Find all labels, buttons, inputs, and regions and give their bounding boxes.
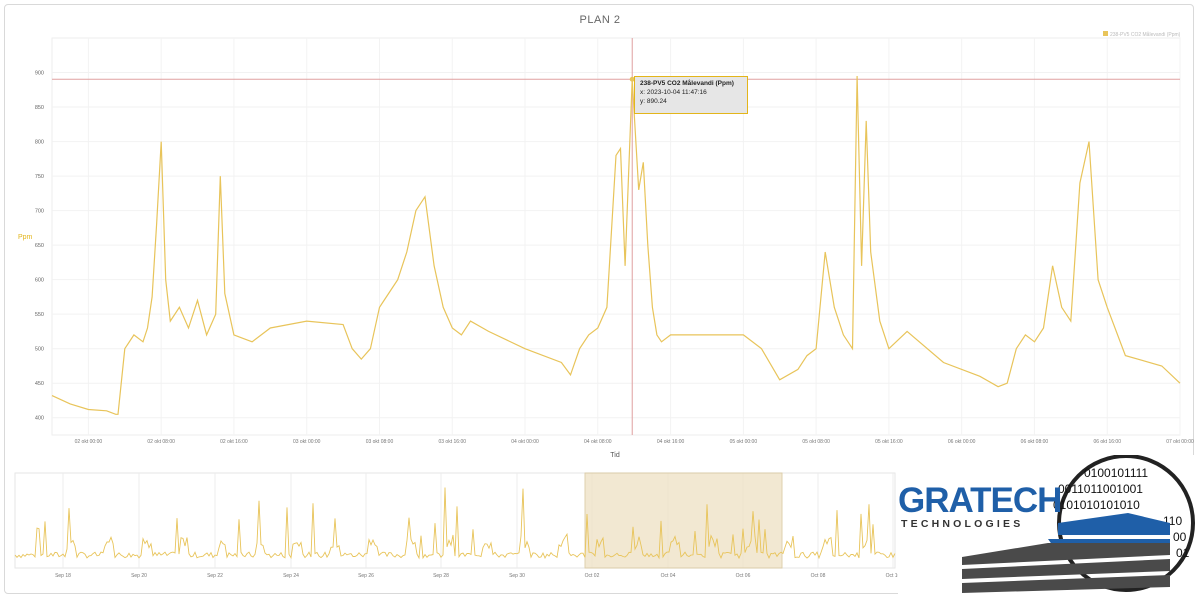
- tooltip: 238-PV5 CO2 Målevandi (Ppm) x: 2023-10-0…: [634, 76, 748, 114]
- svg-text:0011011001001: 0011011001001: [1058, 482, 1143, 496]
- x-axis-label: Tid: [610, 452, 620, 459]
- logo-word: GRATECH: [898, 481, 1062, 520]
- x-tick-label: 02 okt 00:00: [75, 439, 103, 445]
- x-tick-label: 06 okt 00:00: [948, 439, 976, 445]
- y-axis-label: Ppm: [18, 234, 33, 241]
- x-tick-label: 06 okt 08:00: [1021, 439, 1049, 445]
- tooltip-series: 238-PV5 CO2 Målevandi (Ppm): [640, 80, 734, 87]
- y-tick-label: 450: [35, 381, 44, 387]
- chart-title: PLAN 2: [579, 14, 621, 26]
- x-tick-label: 05 okt 00:00: [730, 439, 758, 445]
- navigator-chart[interactable]: Sep 18 Sep 20 Sep 22 Sep 24 Sep 26 Sep 28 Sep …: [0, 470, 1200, 600]
- navigator-tick-label: Oct 08: [811, 573, 826, 579]
- x-tick-label: 02 okt 16:00: [220, 439, 248, 445]
- crosshair-point: [629, 76, 635, 82]
- x-tick-label: 05 okt 16:00: [875, 439, 903, 445]
- y-tick-label: 900: [35, 71, 44, 77]
- tooltip-y: y: 890.24: [640, 97, 667, 105]
- x-tick-label: 07 okt 00:00: [1166, 439, 1194, 445]
- plot-area: [51, 37, 1181, 436]
- navigator-tick-label: Sep 22: [207, 573, 223, 579]
- legend-entry: 238-PV5 CO2 Målevandi (Ppm): [1110, 31, 1181, 38]
- x-tick-label: 04 okt 16:00: [657, 439, 685, 445]
- svg-text:00: 00: [1173, 530, 1187, 544]
- x-tick-label: 05 okt 08:00: [802, 439, 830, 445]
- x-tick-label: 03 okt 16:00: [438, 439, 466, 445]
- svg-text:0101010101010: 0101010101010: [1053, 498, 1140, 512]
- x-tick-label: 02 okt 08:00: [147, 439, 175, 445]
- y-tick-label: 700: [35, 209, 44, 215]
- tooltip-x: x: 2023-10-04 11:47:16: [640, 88, 707, 96]
- navigator-tick-label: Oct 06: [736, 573, 751, 579]
- y-tick-label: 550: [35, 312, 44, 318]
- x-tick-label: 04 okt 08:00: [584, 439, 612, 445]
- navigator-tick-label: Sep 24: [283, 573, 299, 579]
- svg-text:01: 01: [1176, 546, 1190, 560]
- x-tick-label: 04 okt 00:00: [511, 439, 539, 445]
- gratech-logo: 0100101111 0011011001001 0101010101010 1…: [898, 455, 1200, 600]
- navigator-tick-label: Sep 18: [55, 573, 71, 579]
- legend-swatch: [1103, 31, 1108, 36]
- y-tick-label: 650: [35, 243, 44, 249]
- navigator-line: [14, 487, 896, 560]
- y-tick-label: 750: [35, 174, 44, 180]
- navigator-tick-label: Sep 20: [131, 573, 147, 579]
- y-tick-label: 600: [35, 278, 44, 284]
- chart-frame: [4, 4, 1194, 594]
- navigator-tick-label: Oct 02: [585, 573, 600, 579]
- navigator-tick-label: Sep 26: [358, 573, 374, 579]
- x-tick-label: 03 okt 08:00: [366, 439, 394, 445]
- legend[interactable]: 238-PV5 CO2 Målevandi (Ppm): [1103, 31, 1181, 38]
- x-tick-label: 03 okt 00:00: [293, 439, 321, 445]
- logo-graphic: 0100101111 0011011001001 0101010101010 1…: [962, 455, 1195, 593]
- y-tick-label: 400: [35, 416, 44, 422]
- svg-text:0100101111: 0100101111: [1084, 466, 1148, 480]
- navigator-selection[interactable]: [584, 472, 783, 569]
- navigator-tick-label: Sep 30: [509, 573, 525, 579]
- y-tick-label: 500: [35, 347, 44, 353]
- x-tick-label: 06 okt 16:00: [1093, 439, 1121, 445]
- navigator-tick-label: Oct 10: [886, 573, 901, 579]
- navigator-tick-label: Oct 04: [661, 573, 676, 579]
- series-line: [51, 75, 1181, 415]
- navigator-tick-label: Sep 28: [433, 573, 449, 579]
- logo-sub: TECHNOLOGIES: [901, 518, 1024, 530]
- main-chart[interactable]: 400 450 500 550 600 650 700 750 800 850 900 02 okt…: [0, 0, 1200, 470]
- y-tick-label: 800: [35, 140, 44, 146]
- y-tick-label: 850: [35, 105, 44, 111]
